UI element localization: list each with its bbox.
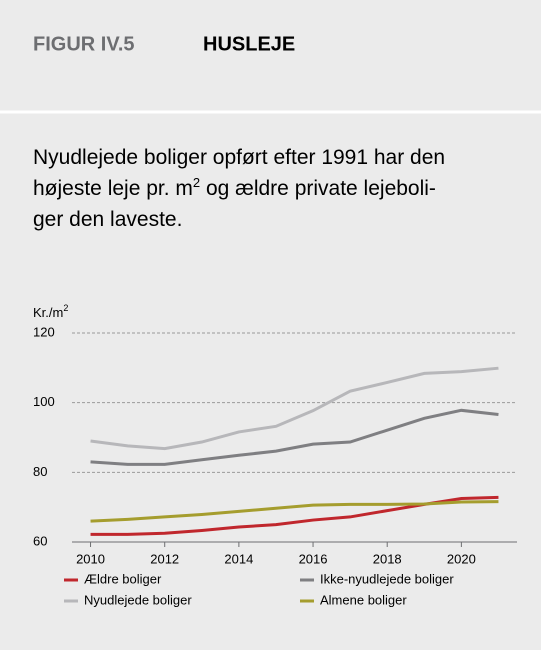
subtitle-line: ger den laveste.	[33, 208, 183, 231]
legend-label: Ikke-nyudlejede boliger	[320, 571, 454, 586]
figure-title: HUSLEJE	[203, 33, 295, 55]
x-tick-label: 2016	[299, 551, 328, 566]
subtitle: Nyudlejede boliger opført efter 1991 har…	[33, 142, 523, 235]
y-axis-label-text: Kr./m	[33, 305, 63, 320]
x-tick-label: 2012	[150, 551, 179, 566]
series-line	[90, 500, 499, 523]
y-axis-label-sup: 2	[63, 303, 68, 313]
legend-label: Nyudlejede boliger	[84, 592, 192, 607]
x-tick-label: 2018	[373, 551, 402, 566]
x-tick-label: 2020	[447, 551, 476, 566]
x-tick-label: 2010	[76, 551, 105, 566]
legend-label: Ældre boliger	[84, 571, 162, 586]
legend-label: Almene boliger	[320, 592, 407, 607]
y-tick-label: 80	[33, 464, 47, 479]
subtitle-line: Nyudlejede boliger opført efter 1991 har…	[33, 146, 446, 169]
subtitle-line: højeste leje pr. m	[33, 177, 193, 200]
series-line	[90, 366, 499, 451]
y-tick-label: 60	[33, 533, 47, 548]
y-tick-label: 120	[33, 324, 55, 339]
figure-number: FIGUR IV.5	[33, 33, 135, 55]
y-axis-label: Kr./m2	[33, 303, 68, 320]
series-line	[90, 408, 499, 466]
subtitle-line: og ældre private lejeboli-	[200, 177, 436, 200]
subtitle-sup: 2	[192, 175, 201, 190]
y-tick-label: 100	[33, 394, 55, 409]
x-tick-label: 2014	[224, 551, 253, 566]
